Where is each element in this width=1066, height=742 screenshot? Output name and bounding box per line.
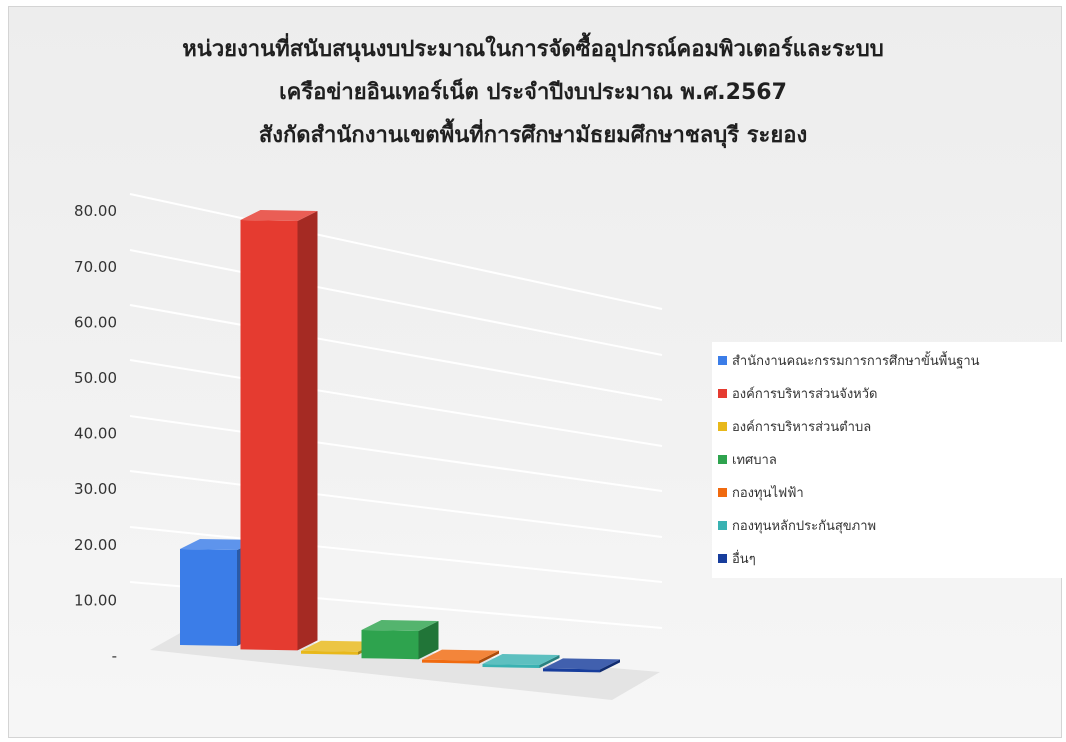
legend-swatch [718, 421, 727, 431]
bar-front [240, 220, 298, 651]
y-tick-label: 30.00 [74, 480, 117, 498]
legend-label: เทศบาล [732, 452, 777, 468]
bar [422, 649, 499, 664]
bar-front [361, 629, 419, 660]
legend-label: สำนักงานคณะกรรมการการศึกษาขั้นพื้นฐาน [732, 353, 980, 369]
legend-swatch [718, 487, 727, 497]
bar [240, 210, 318, 651]
y-tick-label: 20.00 [74, 536, 117, 554]
legend-label: กองทุนหลักประกันสุขภาพ [732, 518, 877, 534]
y-axis-tick-labels: - 10.00 20.00 30.00 40.00 50.00 60.00 70.00 80.0… [74, 202, 117, 665]
legend-item: สำนักงานคณะกรรมการการศึกษาขั้นพื้นฐาน [718, 348, 980, 372]
bar-side [297, 211, 318, 651]
chart-title-line-3: สังกัดสำนักงานเขตพื้นที่การศึกษามัธยมศึก… [258, 123, 808, 148]
bar [543, 658, 620, 673]
legend-label: องค์การบริหารส่วนตำบล [732, 419, 872, 435]
bar-side [479, 650, 499, 664]
legend-swatch [718, 355, 727, 365]
legend: สำนักงานคณะกรรมการการศึกษาขั้นพื้นฐานองค… [712, 342, 1064, 578]
gridline [129, 470, 663, 538]
bars [180, 210, 620, 673]
gridline [129, 193, 663, 310]
y-tick-label: 60.00 [74, 313, 117, 331]
legend-swatch [718, 454, 727, 464]
gridline [129, 359, 663, 447]
legend-item: องค์การบริหารส่วนตำบล [718, 414, 871, 438]
legend-item: เทศบาล [718, 447, 777, 471]
legend-swatch [718, 553, 727, 563]
bar-side [600, 659, 620, 673]
legend-swatch [718, 520, 727, 530]
gridline [129, 415, 663, 492]
gridline [129, 249, 663, 356]
legend-label: อื่นๆ [732, 551, 756, 567]
legend-label: กองทุนไฟฟ้า [732, 485, 804, 501]
legend-item: กองทุนไฟฟ้า [718, 480, 804, 504]
bar-top [422, 649, 499, 661]
gridline [129, 526, 663, 583]
bar-front [543, 668, 600, 673]
bar-front [422, 659, 479, 664]
bar-side [418, 620, 439, 660]
legend-label: องค์การบริหารส่วนจังหวัด [732, 386, 878, 402]
bar-front [482, 664, 540, 668]
bar-top [180, 538, 257, 550]
chart-title: หน่วยงานที่สนับสนุนงบประมาณในการจัดซื้ออ… [0, 28, 1066, 157]
y-tick-label: 80.00 [74, 202, 117, 220]
y-tick-label: 40.00 [74, 425, 117, 443]
legend-item: กองทุนหลักประกันสุขภาพ [718, 513, 876, 537]
legend-swatch [718, 388, 727, 398]
gridline [129, 304, 663, 401]
legend-item: อื่นๆ [718, 546, 756, 570]
bar [482, 654, 560, 668]
bar-top [361, 619, 439, 631]
legend-item: องค์การบริหารส่วนจังหวัด [718, 381, 878, 405]
bar-front [180, 548, 237, 646]
chart-title-line-1: หน่วยงานที่สนับสนุนงบประมาณในการจัดซื้ออ… [182, 37, 884, 62]
y-tick-label: 10.00 [74, 591, 117, 609]
chart-title-line-2: เครือข่ายอินเทอร์เน็ต ประจำปีงบประมาณ พ.… [279, 80, 787, 105]
y-tick-label: - [112, 647, 117, 665]
bar-top [543, 658, 620, 670]
y-tick-label: 70.00 [74, 258, 117, 276]
y-tick-label: 50.00 [74, 369, 117, 387]
bar-top [240, 210, 318, 221]
bar [361, 619, 439, 660]
bar-top [482, 654, 560, 665]
bar-top [301, 640, 378, 652]
bar-front [301, 650, 358, 655]
bar-side [539, 655, 560, 668]
